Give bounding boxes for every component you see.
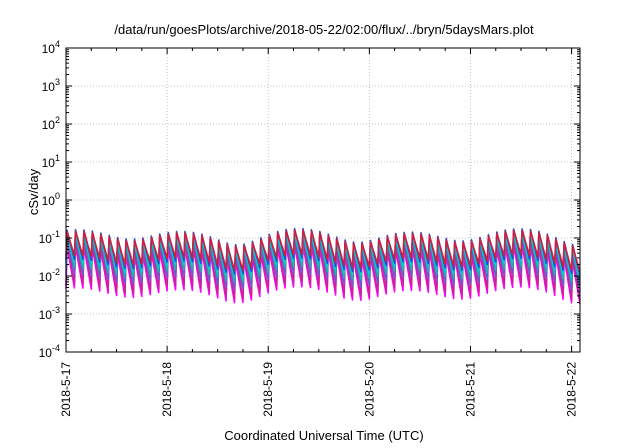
x-tick-label: 2018-5-22	[565, 362, 579, 417]
y-axis-label: cSv/day	[26, 168, 41, 215]
y-tick-label: 103	[42, 77, 60, 94]
y-tick-label: 10-1	[39, 229, 60, 246]
chart-title: /data/run/goesPlots/archive/2018-05-22/0…	[114, 22, 534, 37]
y-tick-label: 10-2	[39, 267, 60, 284]
y-tick-label: 101	[42, 153, 60, 170]
y-tick-label: 10-3	[39, 305, 60, 322]
y-tick-label: 100	[42, 191, 60, 208]
y-tick-label: 10-4	[39, 343, 60, 360]
x-axis-label: Coordinated Universal Time (UTC)	[224, 428, 423, 443]
series-layer	[65, 227, 581, 305]
grid	[66, 48, 580, 352]
x-tick-label: 2018-5-20	[362, 362, 376, 417]
x-tick-label: 2018-5-19	[261, 362, 275, 417]
y-tick-label: 102	[42, 115, 60, 132]
y-axis: 10-4 10-3 10-2 10-1 100 101 102 103 104	[39, 39, 580, 360]
x-tick-label: 2018-5-17	[59, 362, 73, 417]
plot-frame	[65, 47, 581, 353]
y-tick-label: 104	[42, 39, 60, 56]
x-tick-label: 2018-5-18	[160, 362, 174, 417]
x-axis: 2018-5-17 2018-5-18 2018-5-19 2018-5-20 2018…	[59, 48, 579, 417]
series-line	[65, 229, 581, 272]
x-tick-label: 2018-5-21	[463, 362, 477, 417]
